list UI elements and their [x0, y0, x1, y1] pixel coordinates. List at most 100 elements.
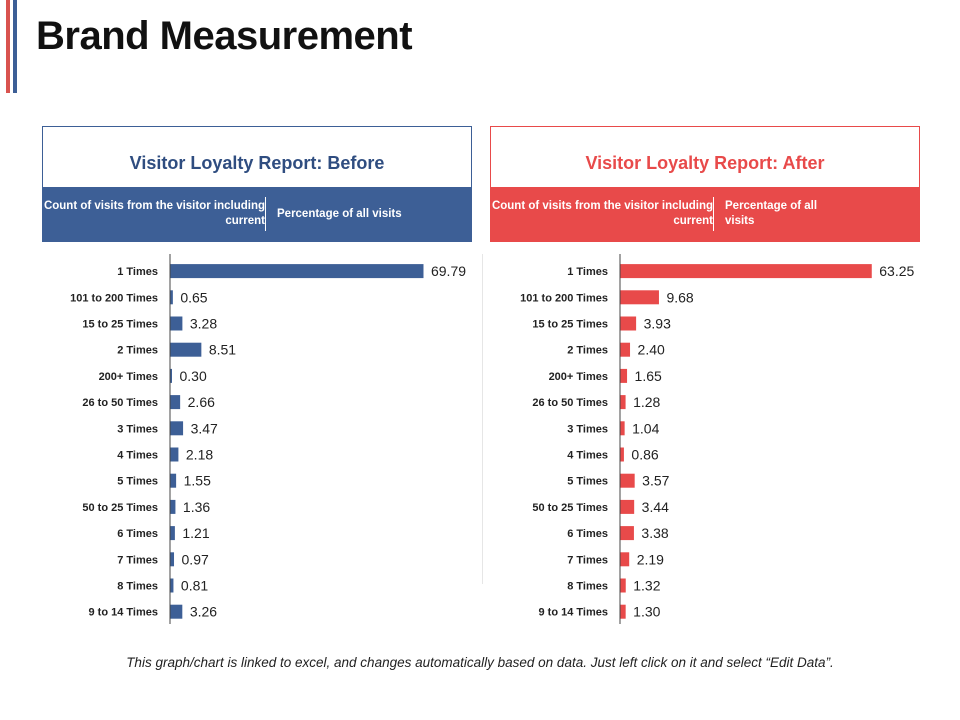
before-bar [170, 499, 176, 514]
panel-after-header-band: Count of visits from the visitor includi… [491, 187, 919, 241]
panel-after-col2-header: Percentage of all visits [725, 200, 818, 227]
after-category-label: 101 to 200 Times [520, 292, 608, 304]
panel-before-divider [265, 197, 266, 231]
before-value-label: 3.28 [190, 316, 217, 332]
panel-after-divider [713, 197, 714, 231]
before-bar [170, 578, 174, 593]
after-value-label: 1.65 [635, 368, 662, 384]
after-bar [620, 342, 631, 357]
after-category-label: 6 Times [567, 528, 608, 540]
after-value-label: 1.28 [633, 394, 660, 410]
before-value-label: 8.51 [209, 342, 236, 358]
panel-after: Visitor Loyalty Report: After Count of v… [490, 126, 920, 242]
before-category-label: 6 Times [117, 528, 158, 540]
before-bar [170, 395, 181, 410]
before-bar [170, 421, 184, 436]
after-category-label: 7 Times [567, 554, 608, 566]
after-bar [620, 526, 634, 541]
after-value-label: 2.19 [637, 551, 664, 567]
after-value-label: 9.68 [666, 289, 693, 305]
before-bar [170, 604, 183, 619]
before-value-label: 2.18 [186, 447, 213, 463]
before-category-label: 26 to 50 Times [82, 397, 158, 409]
before-value-label: 1.21 [182, 525, 209, 541]
panel-before-col1-header: Count of visits from the visitor includi… [43, 200, 265, 227]
before-bar [170, 552, 175, 567]
after-bar [620, 421, 625, 436]
after-bar [620, 552, 630, 567]
after-category-label: 8 Times [567, 581, 608, 593]
after-bar [620, 395, 626, 410]
after-bar [620, 316, 637, 331]
after-value-label: 3.57 [642, 473, 669, 489]
after-category-label: 15 to 25 Times [532, 319, 608, 331]
after-bar [620, 264, 872, 279]
before-category-label: 5 Times [117, 476, 158, 488]
before-category-label: 8 Times [117, 581, 158, 593]
after-category-label: 9 to 14 Times [539, 607, 609, 619]
after-value-label: 1.04 [632, 420, 659, 436]
before-category-label: 7 Times [117, 554, 158, 566]
panel-after-col1-header: Count of visits from the visitor includi… [491, 200, 713, 227]
after-value-label: 3.38 [641, 525, 668, 541]
after-category-label: 200+ Times [549, 371, 608, 383]
page-title: Brand Measurement [36, 14, 413, 58]
before-category-label: 4 Times [117, 450, 158, 462]
after-bar [620, 290, 659, 305]
before-category-label: 1 Times [117, 266, 158, 278]
before-value-label: 2.66 [188, 394, 215, 410]
accent-bar-red [6, 0, 10, 93]
after-bar [620, 604, 626, 619]
panel-before-title: Visitor Loyalty Report: Before [129, 153, 385, 173]
after-category-label: 3 Times [567, 423, 608, 435]
before-value-label: 0.81 [181, 578, 208, 594]
before-bar [170, 342, 202, 357]
before-category-label: 9 to 14 Times [89, 607, 159, 619]
panel-before: Visitor Loyalty Report: Before Count of … [42, 126, 472, 242]
before-category-label: 15 to 25 Times [82, 319, 158, 331]
before-bar [170, 473, 177, 488]
after-category-label: 26 to 50 Times [532, 397, 608, 409]
after-bar [620, 447, 624, 462]
after-value-label: 3.44 [642, 499, 669, 515]
chart-after-svg: 1 Times 63.25 101 to 200 Times 9.68 15 to 25… [520, 254, 915, 624]
after-category-label: 2 Times [567, 345, 608, 357]
before-value-label: 0.30 [180, 368, 207, 384]
after-category-label: 50 to 25 Times [532, 502, 608, 514]
after-category-label: 4 Times [567, 450, 608, 462]
before-value-label: 1.55 [184, 473, 211, 489]
before-category-label: 101 to 200 Times [70, 292, 158, 304]
before-category-label: 3 Times [117, 423, 158, 435]
chart-before-svg: 1 Times 69.79 101 to 200 Times 0.65 15 to 25… [70, 254, 466, 624]
center-divider [482, 254, 483, 584]
before-value-label: 3.26 [190, 604, 217, 620]
before-bar [170, 316, 183, 331]
after-category-label: 5 Times [567, 476, 608, 488]
after-bar [620, 578, 626, 593]
panel-after-title: Visitor Loyalty Report: After [585, 153, 825, 173]
before-bar [170, 368, 172, 383]
before-value-label: 3.47 [191, 420, 218, 436]
before-value-label: 0.65 [180, 289, 207, 305]
after-value-label: 1.30 [633, 604, 660, 620]
before-bar [170, 447, 179, 462]
after-bar [620, 499, 635, 514]
accent-bar-blue [13, 0, 17, 93]
before-category-label: 200+ Times [99, 371, 158, 383]
after-value-label: 3.93 [644, 316, 671, 332]
after-bar [620, 368, 628, 383]
before-category-label: 50 to 25 Times [82, 502, 158, 514]
before-bar [170, 290, 173, 305]
after-category-label: 1 Times [567, 266, 608, 278]
before-value-label: 0.97 [182, 551, 209, 567]
panel-before-header-band: Count of visits from the visitor includi… [43, 187, 471, 241]
before-value-label: 1.36 [183, 499, 210, 515]
before-value-label: 69.79 [431, 263, 466, 279]
footer-note: This graph/chart is linked to excel, and… [126, 655, 834, 670]
chart-before: 1 Times 69.79 101 to 200 Times 0.65 15 to 25… [40, 254, 480, 624]
chart-after: 1 Times 63.25 101 to 200 Times 9.68 15 to 25… [490, 254, 930, 624]
after-bar [620, 473, 635, 488]
after-value-label: 1.32 [633, 578, 660, 594]
before-category-label: 2 Times [117, 345, 158, 357]
before-bar [170, 264, 424, 279]
